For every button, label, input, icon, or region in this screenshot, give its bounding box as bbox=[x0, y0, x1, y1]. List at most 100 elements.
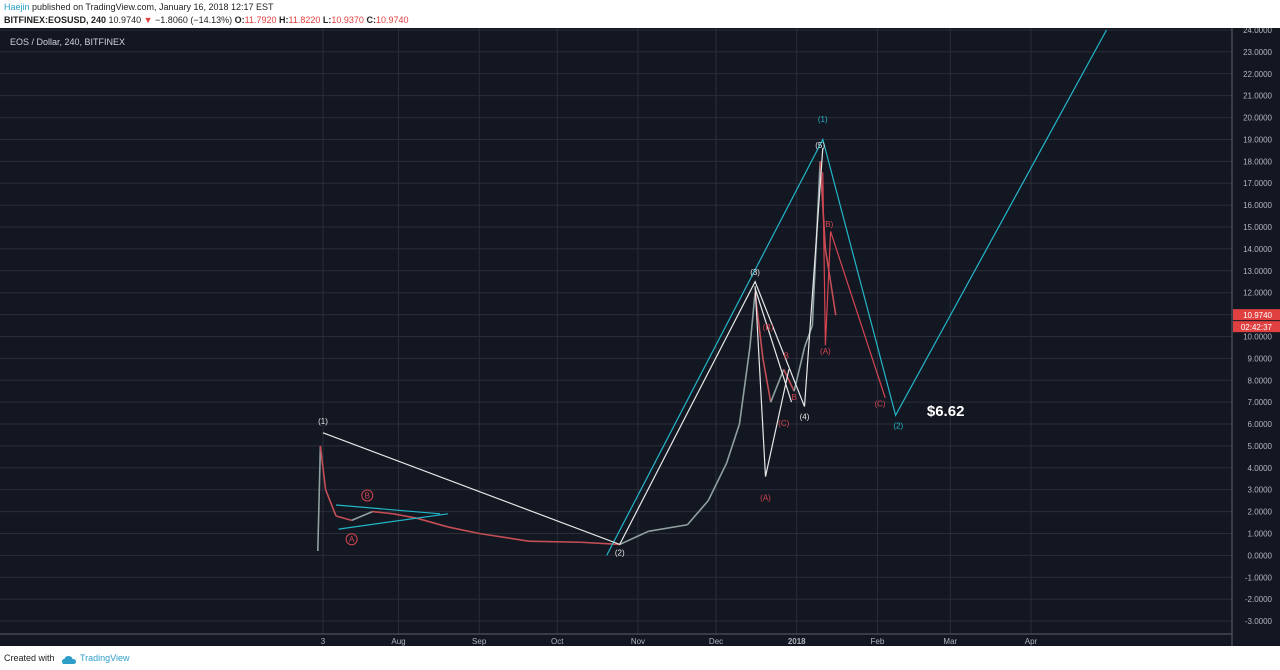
y-tick-label: 3.0000 bbox=[1248, 486, 1273, 495]
wave-label: B bbox=[784, 351, 789, 360]
wave-label-circle bbox=[361, 489, 374, 502]
y-axis: 24.0000 23.0000 22.0000 21.0000 20.0000 19.00… bbox=[1231, 28, 1280, 646]
wave-line-white bbox=[754, 288, 793, 403]
wave-label: B bbox=[365, 491, 370, 500]
price-segment bbox=[686, 500, 709, 526]
y-tick-label: 17.0000 bbox=[1243, 179, 1272, 188]
close-label: C: bbox=[366, 15, 376, 25]
price-segment bbox=[316, 445, 322, 552]
y-tick-label: 20.0000 bbox=[1243, 114, 1272, 123]
wave-label: (A) bbox=[760, 494, 771, 503]
low-value: 10.9370 bbox=[331, 15, 364, 25]
open-value: 11.7920 bbox=[244, 15, 277, 25]
footer: Created with TradingView bbox=[0, 646, 1280, 670]
price-segment bbox=[749, 292, 756, 348]
y-tick-label: 15.0000 bbox=[1243, 223, 1272, 232]
chart-header: Haejin published on TradingView.com, Jan… bbox=[0, 0, 1280, 28]
wave-line-cyan bbox=[606, 29, 1108, 556]
price-segment bbox=[738, 347, 751, 425]
open-label: O: bbox=[234, 15, 245, 25]
chart-title: EOS / Dollar, 240, BITFINEX bbox=[10, 37, 125, 47]
high-value: 11.8220 bbox=[288, 15, 321, 25]
elliott-wave-lines bbox=[322, 29, 1108, 556]
tradingview-link[interactable]: TradingView bbox=[80, 653, 130, 663]
wave-label: (A) bbox=[820, 347, 831, 356]
price-segment bbox=[416, 517, 449, 528]
y-tick-label: 8.0000 bbox=[1248, 376, 1273, 385]
wave-line-white bbox=[754, 286, 790, 477]
wave-label: (3) bbox=[750, 268, 760, 277]
price-target-annotation: $6.62 bbox=[927, 403, 965, 420]
down-arrow-icon: ▼ bbox=[143, 15, 153, 25]
publish-line: Haejin published on TradingView.com, Jan… bbox=[4, 2, 274, 12]
y-tick-label: 23.0000 bbox=[1243, 48, 1272, 57]
last-price: 10.9740 bbox=[108, 15, 142, 25]
price-segment bbox=[324, 489, 337, 517]
x-tick-label: Feb bbox=[871, 637, 885, 646]
y-tick-label: 9.0000 bbox=[1248, 354, 1273, 363]
y-axis-panel bbox=[1232, 28, 1280, 646]
symbol-label: BITFINEX:EOSUSD, 240 bbox=[4, 15, 107, 25]
countdown-text: 02:42:37 bbox=[1241, 323, 1273, 332]
last-price-text: 10.9740 bbox=[1243, 311, 1272, 320]
x-tick-label: Sep bbox=[472, 637, 487, 646]
y-tick-label: 5.0000 bbox=[1248, 442, 1273, 451]
y-tick-label: -2.0000 bbox=[1245, 595, 1273, 604]
wave-line-white bbox=[322, 148, 824, 546]
price-segment bbox=[351, 510, 373, 522]
author-link[interactable]: Haejin bbox=[4, 2, 30, 12]
x-tick-label: Oct bbox=[551, 637, 564, 646]
price-segment bbox=[619, 530, 649, 546]
wave-label-circle bbox=[345, 533, 358, 546]
x-tick-label: Nov bbox=[631, 637, 645, 646]
y-tick-label: 14.0000 bbox=[1243, 245, 1272, 254]
wave-label: A bbox=[349, 535, 355, 544]
wave-label: (4) bbox=[800, 413, 810, 422]
y-tick-label: 21.0000 bbox=[1243, 92, 1272, 101]
y-tick-label: 24.0000 bbox=[1243, 28, 1272, 35]
wave-label: (5) bbox=[815, 141, 825, 150]
y-tick-label: 0.0000 bbox=[1248, 551, 1273, 560]
grid-lines bbox=[0, 28, 1232, 634]
close-value: 10.9740 bbox=[375, 15, 409, 25]
x-tick-label: 2018 bbox=[788, 637, 806, 646]
wave-label: (B) bbox=[763, 323, 774, 332]
y-tick-label: 22.0000 bbox=[1243, 70, 1272, 79]
high-label: H: bbox=[279, 15, 289, 25]
price-segment bbox=[725, 423, 741, 464]
y-tick-label: 2.0000 bbox=[1248, 508, 1273, 517]
price-chart[interactable]: (1) (2) (3) (4) (5) (1) (2) (A) (B) (C) (A) (B) (C) B… bbox=[0, 28, 1280, 646]
y-tick-label: 19.0000 bbox=[1243, 135, 1272, 144]
y-tick-label: 13.0000 bbox=[1243, 267, 1272, 276]
wave-label: (C) bbox=[778, 419, 789, 428]
ohlc-line: BITFINEX:EOSUSD, 240 10.9740 ▼ −1.8060 (… bbox=[4, 15, 409, 25]
wave-label: (C) bbox=[874, 400, 885, 409]
wave-labels: (1) (2) (3) (4) (5) (1) (2) (A) (B) (C) (A) (B) (C) B… bbox=[318, 115, 964, 557]
wave-label: B bbox=[791, 393, 796, 402]
price-segment bbox=[803, 325, 814, 348]
price-segment bbox=[335, 515, 352, 522]
price-segment bbox=[528, 540, 581, 544]
y-tick-label: -3.0000 bbox=[1245, 617, 1273, 626]
wave-label: (1) bbox=[318, 417, 328, 426]
tradingview-cloud-icon bbox=[62, 652, 76, 664]
price-segment bbox=[824, 248, 832, 282]
x-tick-label: Dec bbox=[709, 637, 723, 646]
wave-line-cyan bbox=[335, 504, 441, 515]
y-tick-label: 18.0000 bbox=[1243, 157, 1272, 166]
price-segment bbox=[479, 532, 529, 542]
price-segment bbox=[447, 526, 480, 535]
price-segment bbox=[372, 510, 394, 515]
wave-label: (1) bbox=[818, 115, 828, 124]
y-tick-label: 10.0000 bbox=[1243, 332, 1272, 341]
price-segment bbox=[782, 368, 795, 392]
y-tick-label: 16.0000 bbox=[1243, 201, 1272, 210]
y-tick-label: 1.0000 bbox=[1248, 529, 1273, 538]
last-price-tag bbox=[1233, 309, 1280, 321]
low-label: L: bbox=[322, 15, 332, 25]
y-tick-label: -1.0000 bbox=[1245, 573, 1273, 582]
wave-label: (2) bbox=[893, 421, 903, 430]
wave-label: (2) bbox=[615, 548, 625, 557]
price-segment bbox=[762, 358, 772, 403]
x-axis: 3 Aug Sep Oct Nov Dec 2018 Feb Mar Apr bbox=[0, 633, 1232, 646]
